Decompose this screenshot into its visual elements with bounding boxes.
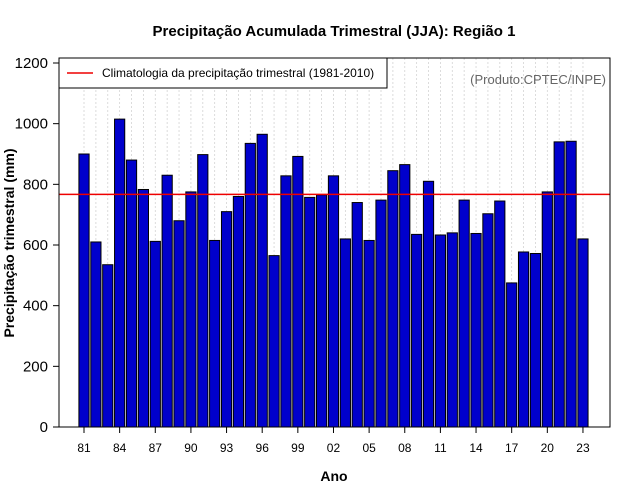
y-tick-label: 1000: [15, 116, 48, 133]
chart-title: Precipitação Acumulada Trimestral (JJA):…: [153, 23, 516, 40]
bar-1997: [268, 255, 280, 428]
legend-label: Climatologia da precipitação trimestral …: [102, 66, 374, 80]
bar-2016: [494, 200, 506, 428]
bar-2018: [517, 251, 530, 428]
bar-2002: [327, 175, 340, 428]
bar-2015: [482, 213, 494, 428]
bar-1992: [209, 239, 221, 428]
bar-2023: [577, 238, 589, 428]
bar-2009: [411, 233, 423, 428]
bar-1984: [114, 118, 126, 428]
bar-2017: [506, 282, 518, 428]
x-tick-label: 05: [362, 441, 376, 455]
legend-box: [58, 57, 388, 89]
bar-1999: [292, 155, 304, 428]
bar-2011: [434, 234, 446, 428]
y-tick-label: 200: [23, 358, 48, 375]
x-tick-label: 93: [220, 441, 234, 455]
bar-1991: [197, 154, 209, 428]
bar-1988: [161, 174, 173, 428]
bar-2019: [529, 252, 542, 428]
bar-1990: [185, 191, 197, 428]
bar-1996: [256, 133, 268, 428]
bar-2004: [351, 202, 363, 428]
x-tick-label: 14: [469, 441, 483, 455]
y-tick-label: 400: [23, 298, 48, 315]
bar-1983: [102, 264, 114, 428]
x-axis: 81 84 87 90 93 96 99 02 05 08 11 14 17 20 23: [77, 427, 590, 455]
bar-2021: [553, 141, 565, 428]
bar-1995: [244, 142, 256, 428]
bar-2000: [304, 196, 316, 428]
bar-2013: [458, 199, 470, 428]
x-tick-label: 96: [256, 441, 270, 455]
bar-2010: [422, 180, 435, 428]
y-tick-label: 800: [23, 176, 48, 193]
x-tick-label: 87: [149, 441, 163, 455]
x-tick-label: 99: [291, 441, 305, 455]
bar-2007: [387, 170, 399, 428]
bar-2006: [375, 199, 387, 428]
credit-label: (Produto:CPTEC/INPE): [470, 72, 606, 87]
bar-1982: [90, 241, 102, 428]
bar-2008: [399, 164, 411, 428]
x-tick-label: 11: [434, 441, 447, 455]
x-tick-label: 23: [576, 441, 590, 455]
bar-2001: [316, 194, 328, 428]
bar-2012: [446, 232, 458, 428]
x-tick-label: 20: [541, 441, 555, 455]
x-axis-title: Ano: [320, 468, 347, 484]
x-tick-label: 90: [184, 441, 198, 455]
bar-1998: [280, 175, 292, 428]
bar-2014: [470, 232, 482, 428]
x-tick-label: 08: [398, 441, 412, 455]
bar-1989: [173, 220, 185, 428]
x-tick-label: 02: [327, 441, 341, 455]
legend: Climatologia da precipitação trimestral …: [58, 57, 388, 89]
bars-group: [78, 118, 589, 428]
bar-1985: [125, 159, 138, 428]
y-tick-label: 600: [23, 237, 48, 254]
bar-1987: [149, 240, 161, 428]
x-tick-label: 17: [505, 441, 519, 455]
y-axis: 0 200 400 600 800 1000 1200: [15, 55, 59, 436]
bar-1986: [137, 188, 150, 428]
bar-2022: [565, 140, 577, 428]
x-tick-label: 81: [77, 441, 91, 455]
bar-2005: [363, 239, 375, 428]
y-axis-title: Precipitação trimestral (mm): [1, 148, 17, 337]
x-tick-label: 84: [113, 441, 127, 455]
y-tick-label: 0: [40, 419, 48, 436]
bar-1994: [232, 195, 245, 428]
bar-1993: [220, 211, 233, 428]
bar-2003: [339, 238, 351, 428]
bar-2020: [541, 191, 553, 428]
y-tick-label: 1200: [15, 55, 48, 72]
